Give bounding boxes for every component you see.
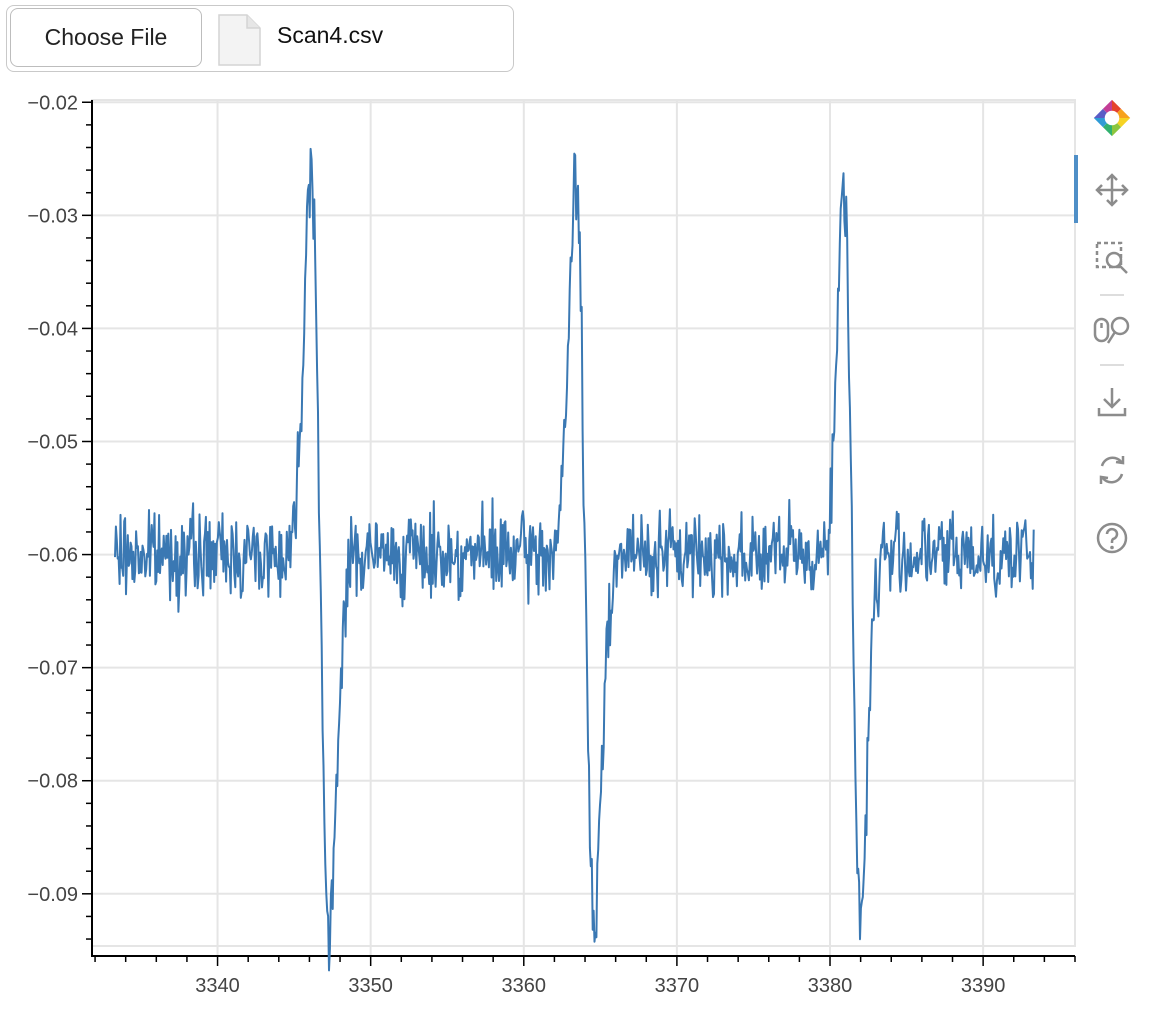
y-tick-label: −0.09 xyxy=(27,884,78,906)
y-tick-label: −0.05 xyxy=(27,431,78,453)
y-tick-label: −0.07 xyxy=(27,658,78,680)
x-tick-label: 3360 xyxy=(502,975,547,997)
toolbar-divider xyxy=(1100,294,1124,296)
toolbar-divider xyxy=(1100,364,1124,366)
pan-icon[interactable] xyxy=(1092,170,1132,210)
grid-lines xyxy=(92,100,1075,956)
bokeh-logo-icon[interactable] xyxy=(1092,98,1132,138)
file-input: Choose File Scan4.csv xyxy=(6,5,514,72)
reset-icon[interactable] xyxy=(1092,450,1132,490)
y-tick-label: −0.06 xyxy=(27,545,78,567)
file-icon xyxy=(218,14,261,66)
x-tick-label: 3340 xyxy=(195,975,240,997)
axes: 3340 3350 3360 3370 3380 3390 −0.02 −0.03 −0.04 −… xyxy=(27,92,1076,997)
save-icon[interactable] xyxy=(1092,382,1132,422)
y-tick-label: −0.08 xyxy=(27,771,78,793)
x-tick-label: 3370 xyxy=(655,975,700,997)
y-tick-label: −0.02 xyxy=(27,92,78,114)
choose-file-button[interactable]: Choose File xyxy=(10,8,202,67)
x-tick-label: 3380 xyxy=(808,975,853,997)
help-icon[interactable] xyxy=(1092,518,1132,558)
signal-line xyxy=(114,147,1035,972)
y-tick-label: −0.04 xyxy=(27,318,78,340)
y-tick-label: −0.03 xyxy=(27,205,78,227)
box-zoom-icon[interactable] xyxy=(1092,238,1132,278)
selected-file-name: Scan4.csv xyxy=(277,22,384,48)
active-tool-indicator xyxy=(1074,155,1078,223)
x-tick-label: 3350 xyxy=(348,975,393,997)
plot-toolbar xyxy=(1074,98,1148,558)
wheel-zoom-icon[interactable] xyxy=(1092,310,1132,350)
x-tick-label: 3390 xyxy=(961,975,1006,997)
line-chart[interactable]: 3340 3350 3360 3370 3380 3390 −0.02 −0.03 −0.04 −… xyxy=(0,90,1080,1020)
